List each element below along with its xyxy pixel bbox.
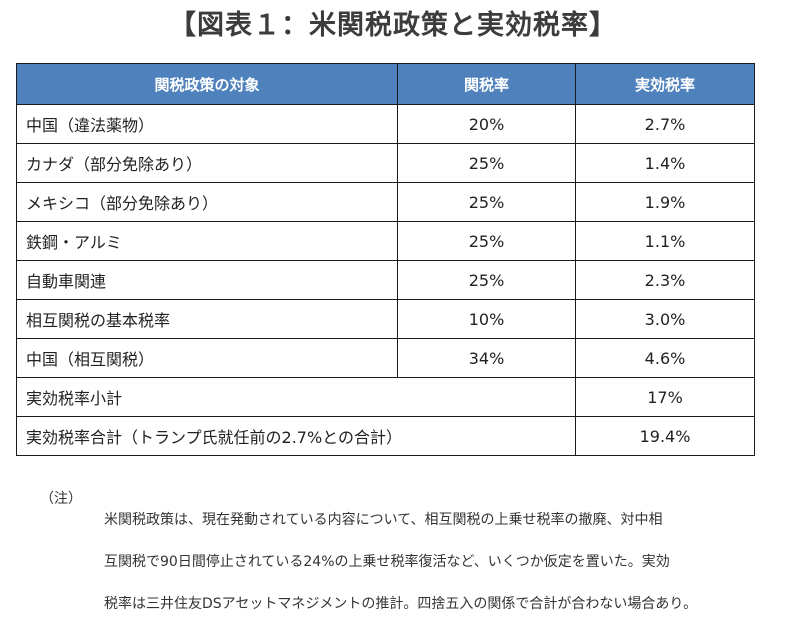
- table-row: カナダ（部分免除あり） 25% 1.4%: [16, 143, 755, 183]
- subtotal-label: 実効税率小計: [16, 377, 576, 417]
- header-effective-rate: 実効税率: [575, 63, 755, 105]
- row-tariff: 10%: [397, 299, 576, 339]
- table-row: 鉄鋼・アルミ 25% 1.1%: [16, 221, 755, 261]
- header-tariff-rate: 関税率: [397, 63, 576, 105]
- row-effective: 4.6%: [575, 338, 755, 378]
- table-row: 相互関税の基本税率 10% 3.0%: [16, 299, 755, 339]
- row-target: メキシコ（部分免除あり）: [16, 182, 398, 222]
- row-target: カナダ（部分免除あり）: [16, 143, 398, 183]
- row-target: 自動車関連: [16, 260, 398, 300]
- row-effective: 1.1%: [575, 221, 755, 261]
- footnote-line: 税率は三井住友DSアセットマネジメントの推計。四捨五入の関係で合計が合わない場合…: [104, 596, 698, 612]
- table-row: 中国（違法薬物） 20% 2.7%: [16, 104, 755, 144]
- row-tariff: 25%: [397, 143, 576, 183]
- header-target: 関税政策の対象: [16, 63, 398, 105]
- subtotal-row: 実効税率小計 17%: [16, 377, 755, 417]
- row-tariff: 25%: [397, 221, 576, 261]
- row-tariff: 34%: [397, 338, 576, 378]
- row-target: 鉄鋼・アルミ: [16, 221, 398, 261]
- row-effective: 2.7%: [575, 104, 755, 144]
- row-tariff: 25%: [397, 182, 576, 222]
- row-effective: 3.0%: [575, 299, 755, 339]
- footnote-text: 米関税政策は、現在発動されている内容について、相互関税の上乗せ税率の撤廃、対中相…: [104, 489, 784, 636]
- total-label: 実効税率合計（トランプ氏就任前の2.7%との合計）: [16, 416, 576, 456]
- footnote-label: （注）: [40, 491, 82, 507]
- row-tariff: 20%: [397, 104, 576, 144]
- table-header-row: 関税政策の対象 関税率 実効税率: [16, 63, 755, 105]
- total-row: 実効税率合計（トランプ氏就任前の2.7%との合計） 19.4%: [16, 416, 755, 456]
- footnote-line: 米関税政策は、現在発動されている内容について、相互関税の上乗せ税率の撤廃、対中相: [104, 512, 663, 528]
- row-effective: 2.3%: [575, 260, 755, 300]
- total-value: 19.4%: [575, 416, 755, 456]
- page-title: 【図表１：米関税政策と実効税率】: [169, 10, 617, 41]
- tariff-table: 関税政策の対象 関税率 実効税率 中国（違法薬物） 20% 2.7% カナダ（部…: [16, 63, 755, 456]
- row-target: 中国（相互関税）: [16, 338, 398, 378]
- footnote-line: 互関税で90日間停止されている24%の上乗せ税率復活など、いくつか仮定を置いた。…: [104, 554, 670, 570]
- row-target: 相互関税の基本税率: [16, 299, 398, 339]
- table-row: 自動車関連 25% 2.3%: [16, 260, 755, 300]
- table-row: 中国（相互関税） 34% 4.6%: [16, 338, 755, 378]
- table-row: メキシコ（部分免除あり） 25% 1.9%: [16, 182, 755, 222]
- row-effective: 1.9%: [575, 182, 755, 222]
- row-effective: 1.4%: [575, 143, 755, 183]
- row-tariff: 25%: [397, 260, 576, 300]
- subtotal-value: 17%: [575, 377, 755, 417]
- row-target: 中国（違法薬物）: [16, 104, 398, 144]
